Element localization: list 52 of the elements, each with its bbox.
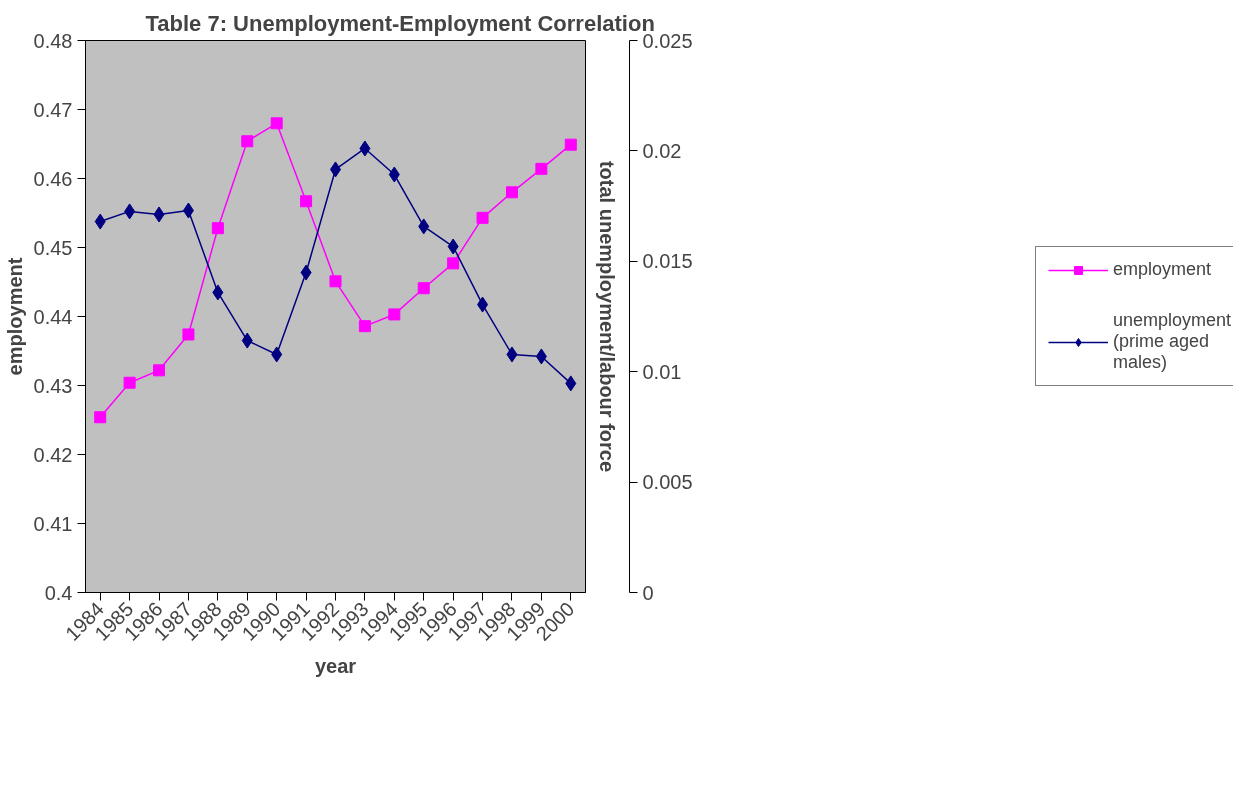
y-tick-label: 0.45 xyxy=(33,236,73,259)
point xyxy=(212,284,224,301)
legend-label: unemployment (prime aged males) xyxy=(1112,310,1232,373)
point xyxy=(300,195,313,208)
y-tick-label: 0.48 xyxy=(33,29,73,52)
point xyxy=(270,117,283,130)
y-tick-label: 0.46 xyxy=(33,167,73,190)
point xyxy=(124,203,136,220)
point xyxy=(94,411,107,424)
point xyxy=(241,332,253,349)
point xyxy=(329,275,342,288)
point xyxy=(535,348,547,365)
y2-tick-label: 0.02 xyxy=(642,139,682,162)
point xyxy=(153,206,165,223)
y-axis-title: employment xyxy=(3,257,26,376)
y2-tick-label: 0.015 xyxy=(642,250,693,273)
y-tick-label: 0.42 xyxy=(33,443,73,466)
point xyxy=(123,376,136,389)
point xyxy=(182,328,195,341)
point xyxy=(359,140,371,157)
y2-axis-title: total unemployment/labour force xyxy=(595,160,618,473)
y-tick-label: 0.47 xyxy=(33,98,73,121)
y-tick-label: 0.44 xyxy=(33,305,73,328)
y-tick-label: 0.43 xyxy=(33,374,73,397)
point xyxy=(564,138,577,151)
y2-tick-label: 0.005 xyxy=(642,471,693,494)
point xyxy=(182,202,194,219)
point xyxy=(241,135,254,148)
point xyxy=(505,186,518,199)
point xyxy=(476,211,489,224)
point xyxy=(506,346,518,363)
y2-tick-label: 0 xyxy=(642,581,654,604)
point xyxy=(211,222,224,235)
point xyxy=(388,308,401,321)
point xyxy=(447,257,460,270)
legend-label: employment xyxy=(1112,259,1211,280)
point xyxy=(565,375,577,392)
point xyxy=(535,162,548,175)
x-axis-title: year xyxy=(314,654,357,677)
point xyxy=(358,320,371,333)
point xyxy=(447,238,459,255)
point xyxy=(271,346,283,363)
y-tick-label: 0.41 xyxy=(33,512,73,535)
point xyxy=(94,213,106,230)
point xyxy=(477,296,489,313)
point xyxy=(418,218,430,235)
y2-tick-label: 0.01 xyxy=(642,360,682,383)
point xyxy=(388,166,400,183)
point xyxy=(300,264,312,281)
point xyxy=(153,364,166,377)
point xyxy=(417,282,430,295)
y-tick-label: 0.4 xyxy=(44,581,73,604)
